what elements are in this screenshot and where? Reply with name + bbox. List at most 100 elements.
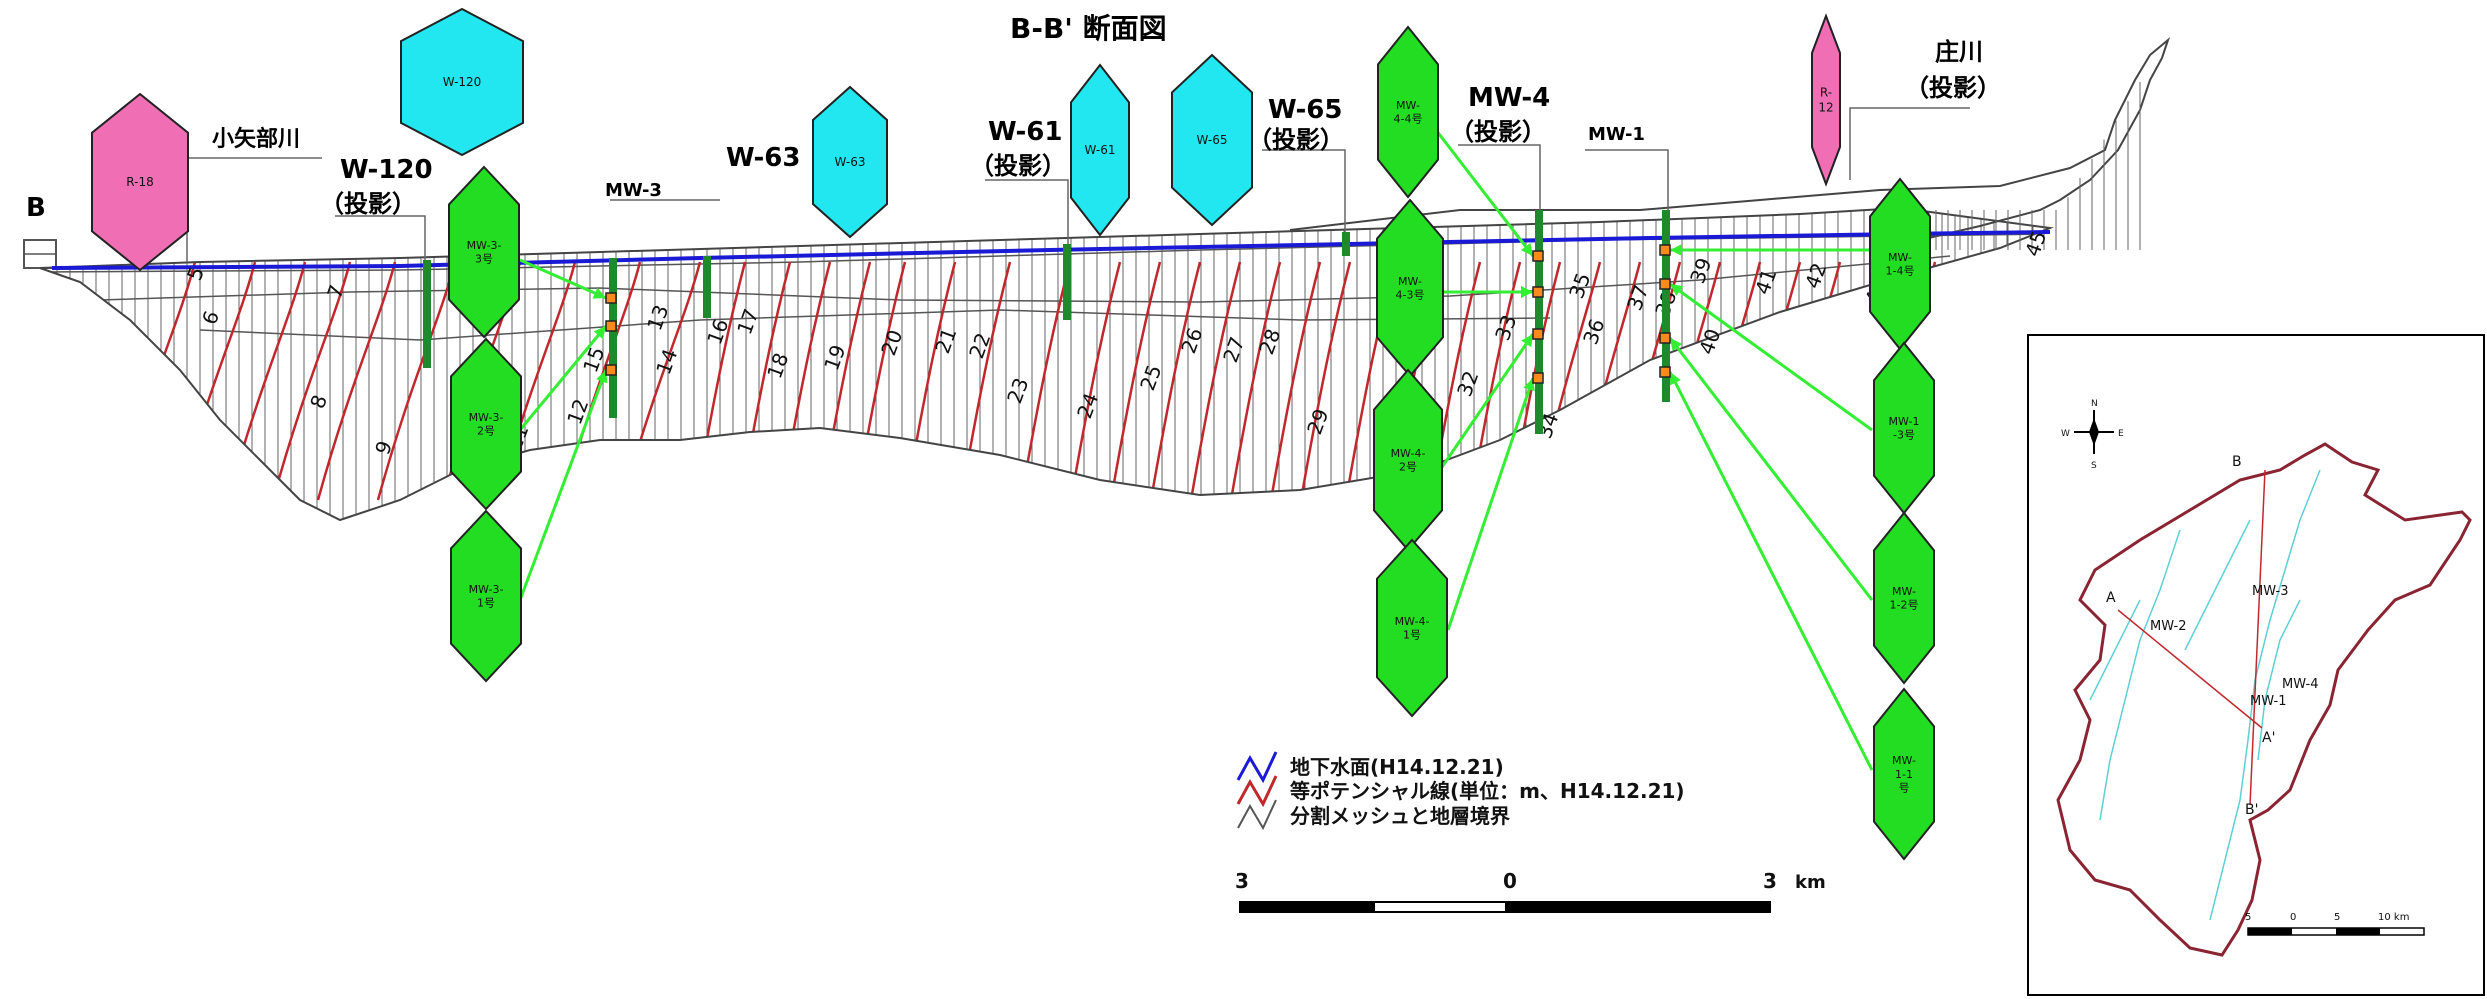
river-label-sho: 庄川 [1935,38,1983,66]
marker-g43: MW-4-3号 [1376,198,1444,378]
marker-c120: W-120 [400,7,524,157]
contour-label: 8 [305,392,332,412]
svg-text:MW-1: MW-1 [1889,415,1920,428]
legend-label-equipotential: 等ポテンシャル線(単位：m、H14.12.21) [1290,779,1685,803]
well-label-w65-sub: （投影） [1248,126,1344,154]
contour-label: 9 [370,438,397,458]
cross-section-body [39,206,2054,522]
river-label-koyabe: 小矢部川 [212,126,300,152]
scale-label-unit: km [1795,872,1826,893]
svg-text:W-120: W-120 [443,75,482,89]
inset-scale-bar: 5 0 5 10 km [2245,912,2425,936]
inset-map: N E W S B A A' B' MW-2 MW-3 MW-4 MW-1 5 … [2027,334,2485,996]
inset-basin-boundary [2056,442,2472,957]
scale-label-left: 3 [1235,869,1249,893]
svg-text:W-61: W-61 [1085,143,1116,157]
svg-text:4-4号: 4-4号 [1394,113,1423,126]
contour-label: 20 [876,327,907,359]
legend-swatch-groundwater [1236,751,1278,784]
inset-label-a-prime: A' [2262,730,2275,746]
inset-label-mw3: MW-3 [2252,584,2289,599]
svg-text:R-18: R-18 [126,175,153,189]
contour-label: 7 [322,282,349,302]
contour-label: 32 [1452,368,1483,400]
marker-g31: MW-3-1号 [450,509,522,683]
svg-text:MW-: MW- [1396,99,1420,112]
scale-bar: 3 0 3 km [1235,869,1826,913]
svg-text:5: 5 [2334,912,2340,923]
svg-text:MW-: MW- [1892,585,1916,598]
figure-title: B-B' 断面図 [1010,12,1167,45]
well-label-mw3: MW-3 [605,180,662,201]
legend: 地下水面(H14.12.21) 等ポテンシャル線(単位：m、H14.12.21)… [1236,751,1685,831]
inset-label-b-prime: B' [2245,802,2258,818]
marker-g13: MW-1-3号 [1873,341,1935,515]
contour-label: 14 [651,346,682,378]
inset-label-mw2: MW-2 [2150,619,2187,634]
contour-label: 26 [1176,325,1207,357]
marker-g12: MW-1-2号 [1873,511,1935,685]
well-label-w63: W-63 [726,143,800,173]
inset-label-mw4: MW-4 [2282,677,2319,692]
marker-g33: MW-3-3号 [448,165,520,339]
contour-label: 18 [762,350,793,382]
contour-label: 29 [1302,406,1333,438]
svg-text:1号: 1号 [477,597,495,610]
marker-r18: R-18 [91,92,189,272]
svg-text:MW-3-: MW-3- [469,583,504,596]
legend-label-groundwater: 地下水面(H14.12.21) [1290,755,1504,779]
svg-text:MW-3-: MW-3- [467,239,502,252]
svg-text:R-: R- [1820,86,1832,100]
svg-text:1-1: 1-1 [1895,768,1913,781]
contour-label: 41 [1750,266,1781,298]
svg-text:S: S [2091,461,2097,471]
well-label-w65: W-65 [1268,95,1342,125]
svg-text:0: 0 [2290,912,2296,923]
contour-label: 33 [1490,312,1521,344]
svg-text:W: W [2061,429,2070,439]
svg-text:W-63: W-63 [835,155,866,169]
marker-g41: MW-4-1号 [1376,538,1448,718]
legend-label-mesh: 分割メッシュと地層境界 [1290,804,1510,828]
svg-text:号: 号 [1899,782,1910,795]
marker-arrows [518,129,1874,771]
well-label-w61: W-61 [988,117,1062,147]
screen-markers [605,244,1671,384]
well-label-w120-sub: （投影） [320,190,416,218]
well-label-mw4: MW-4 [1468,83,1550,113]
marker-c63: W-63 [812,85,888,239]
svg-text:MW-4-: MW-4- [1395,615,1430,628]
scale-label-right: 3 [1763,869,1777,893]
marker-g44: MW-4-4号 [1377,25,1439,199]
contour-label: 6 [197,308,224,328]
marker-g42: MW-4-2号 [1373,368,1443,552]
section-end-label: B [26,193,46,223]
svg-text:MW-: MW- [1888,251,1912,264]
svg-text:MW-3-: MW-3- [469,411,504,424]
contour-label: 39 [1685,255,1716,287]
marker-g32: MW-3-2号 [450,337,522,511]
svg-text:5: 5 [2245,912,2251,923]
north-arrow-icon: N E W S [2061,399,2124,471]
section-left-block [23,239,57,269]
svg-text:2号: 2号 [477,425,495,438]
river-label-sho-projection: （投影） [1905,74,2001,102]
inset-label-b: B [2232,454,2242,470]
legend-swatch-equipotential [1236,775,1278,808]
marker-r12: R-12 [1811,13,1841,187]
contour-label: 24 [1072,390,1103,422]
well-label-mw4-sub: （投影） [1450,118,1546,146]
contour-label: 13 [642,302,673,334]
marker-c65: W-65 [1171,53,1253,227]
marker-g11: MW-1-1号 [1873,687,1935,861]
svg-text:4-3号: 4-3号 [1396,289,1425,302]
svg-text:E: E [2118,429,2124,439]
marker-c61: W-61 [1070,63,1130,237]
contour-label: 42 [1800,260,1831,292]
marker-g14: MW-1-4号 [1869,177,1931,351]
markers: W-120W-63W-61W-65R-18R-12MW-3-3号MW-3-2号M… [91,7,1935,861]
contour-label: 12 [562,396,593,428]
legend-swatch-mesh [1237,799,1277,831]
svg-text:1-2号: 1-2号 [1890,599,1919,612]
